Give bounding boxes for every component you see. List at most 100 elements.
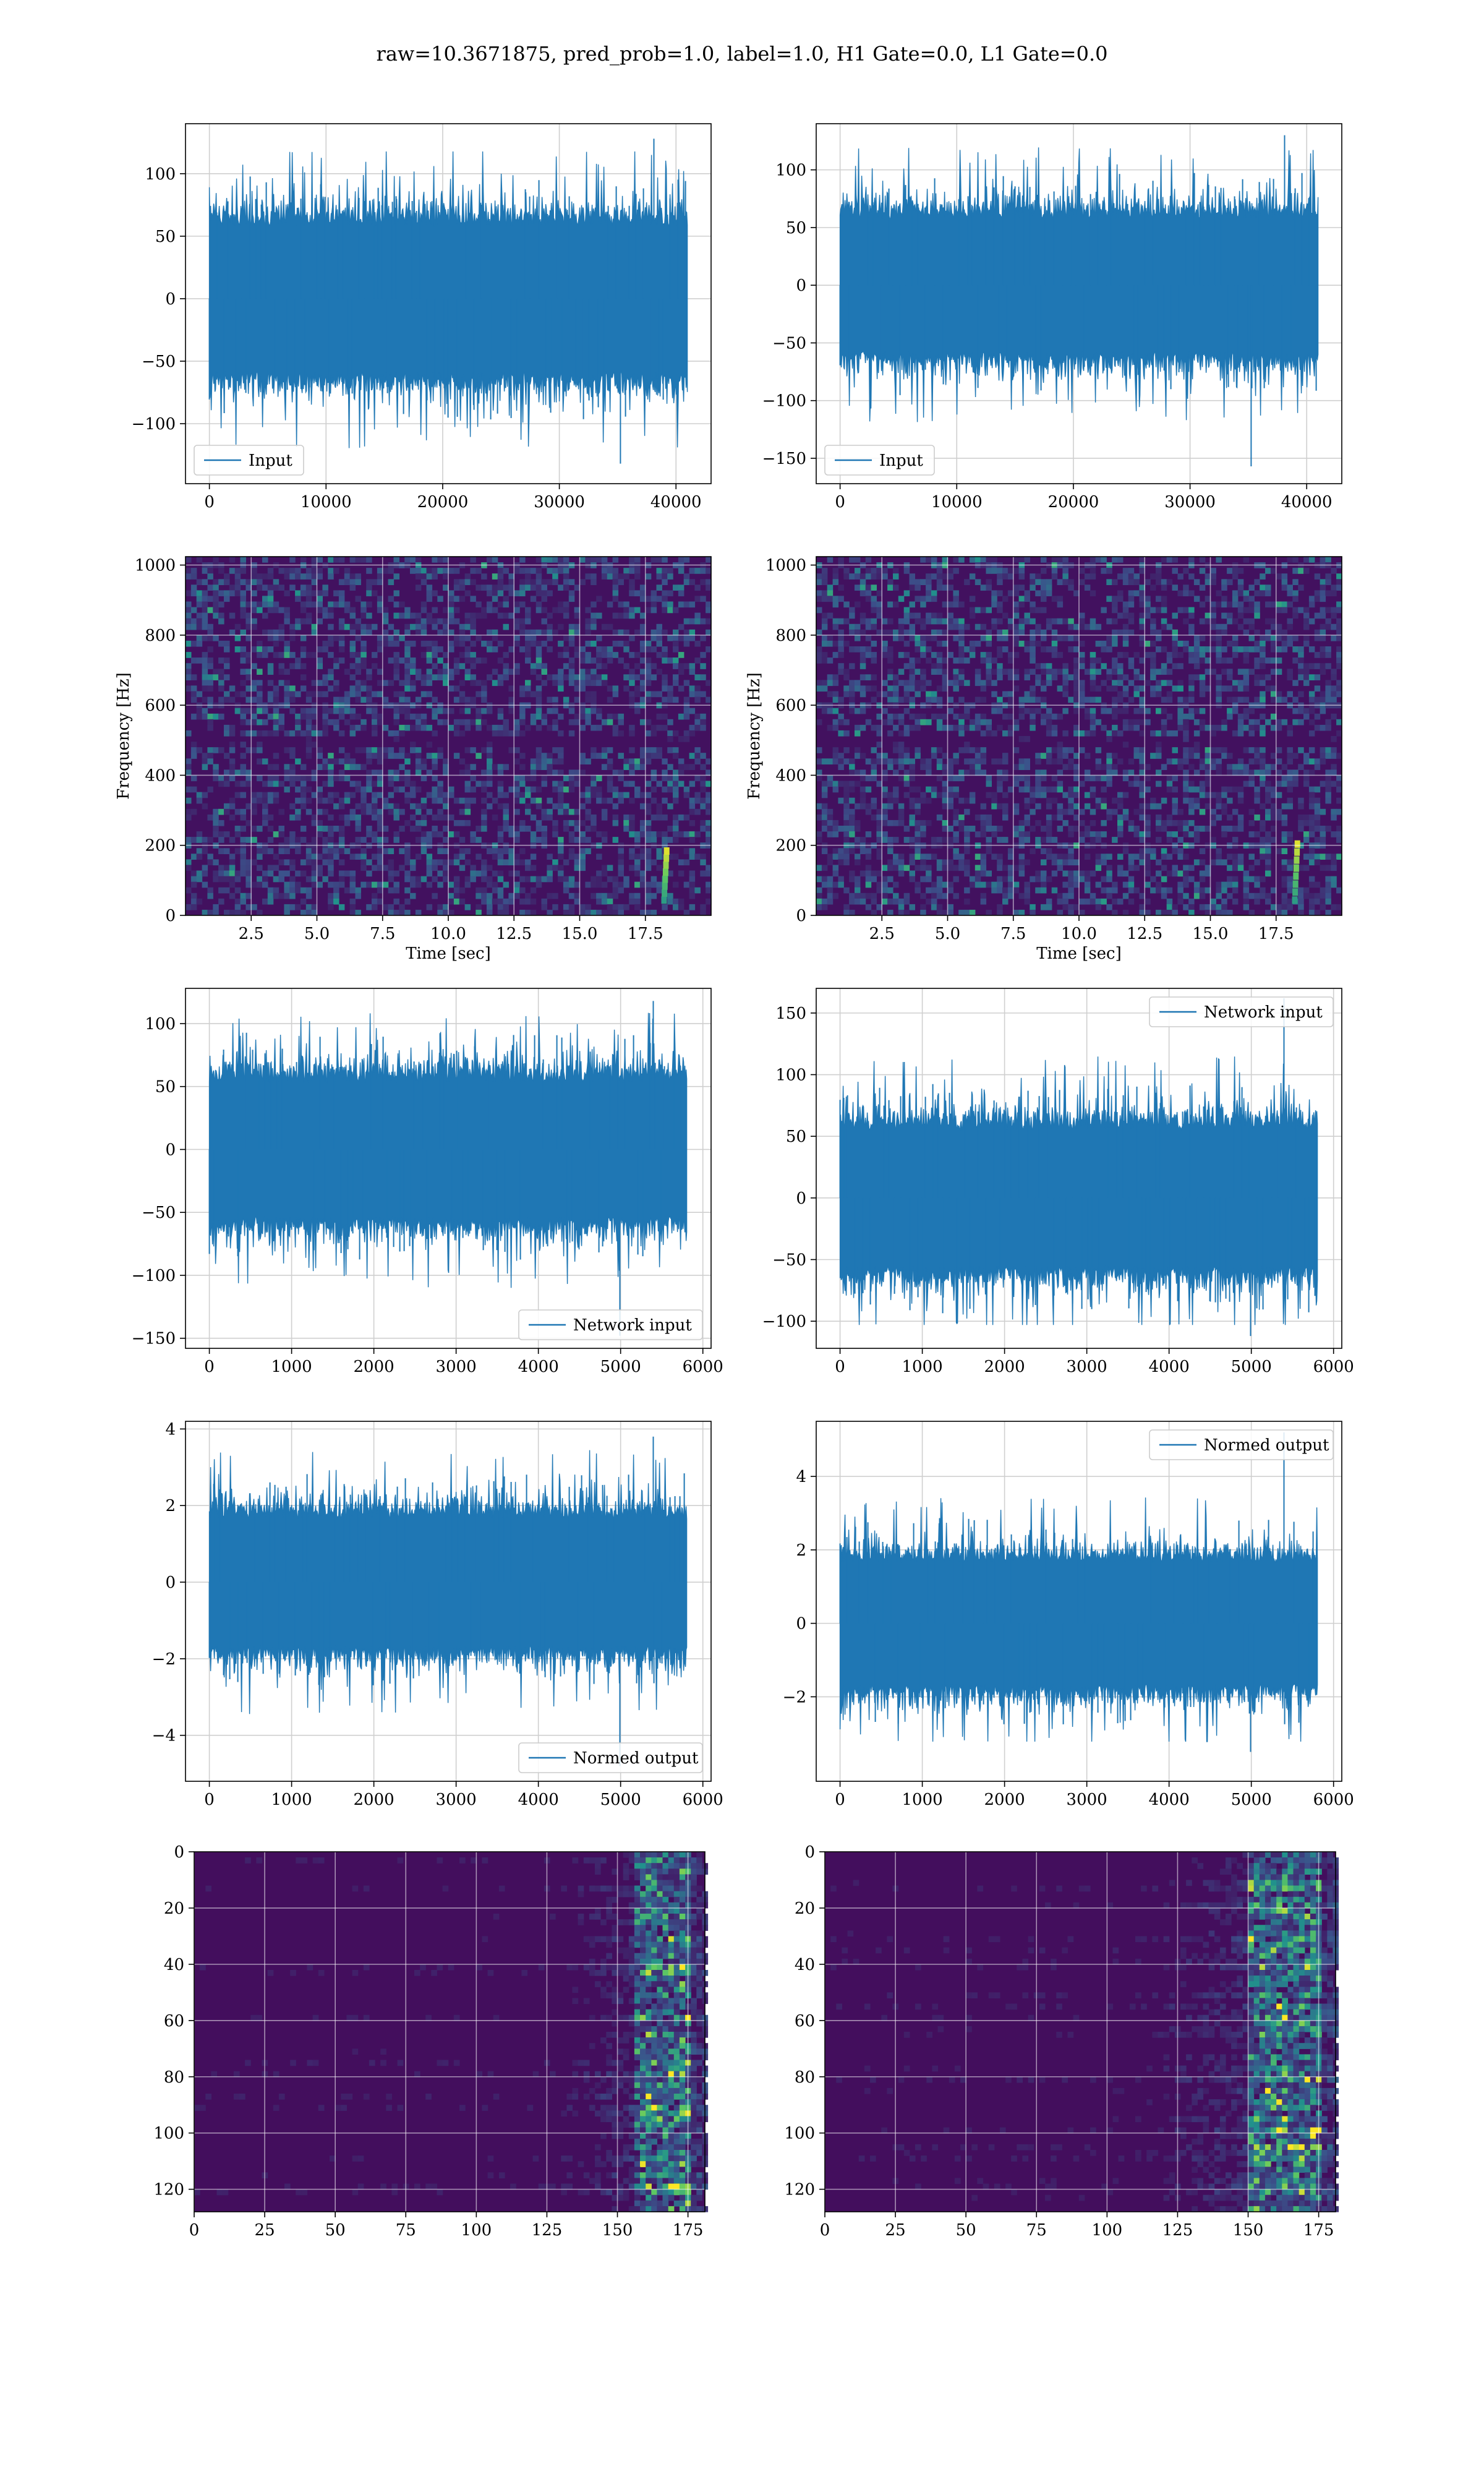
x-tick-label: 5000 [1231,1358,1272,1376]
y-tick-label: 0 [174,1843,184,1862]
x-tick-label: 10.0 [430,925,466,943]
x-tick-label: 1000 [271,1791,312,1809]
y-axis-label: Frequency [Hz] [114,672,133,800]
x-tick-label: 4000 [1149,1358,1190,1376]
axes-frame [185,556,712,916]
y-tick-label: 20 [164,1899,184,1918]
y-tick-label: 400 [775,766,806,785]
legend-box [518,1742,703,1773]
axes-frame [185,1421,712,1782]
x-tick-label: 17.5 [628,925,663,943]
legend-box [1149,996,1334,1027]
x-tick-label: 2000 [984,1791,1025,1809]
y-tick-label: 800 [775,627,806,645]
x-tick-label: 0 [204,1358,215,1376]
x-tick-label: 175 [673,2221,704,2240]
x-tick-label: 30000 [534,493,585,511]
x-tick-label: 10000 [301,493,352,511]
x-tick-label: 20000 [417,493,469,511]
x-tick-label: 125 [532,2221,563,2240]
legend-label: Network input [1204,1003,1323,1022]
axes-frame [194,1851,706,2212]
y-tick-label: 1000 [135,557,176,575]
x-tick-label: 3000 [436,1358,477,1376]
y-axis-label: Frequency [Hz] [745,672,764,800]
x-tick-label: 0 [189,2221,200,2240]
legend: Input [824,445,935,476]
x-tick-label: 25 [885,2221,906,2240]
y-tick-label: 2 [165,1497,176,1515]
y-tick-label: 600 [145,696,176,715]
y-tick-label: 100 [775,1066,806,1085]
x-axis-label: Time [sec] [1036,944,1122,963]
x-tick-label: 0 [204,493,215,511]
y-tick-label: 4 [165,1420,176,1439]
x-tick-label: 3000 [1067,1791,1107,1809]
x-tick-label: 5.0 [304,925,330,943]
y-tick-label: 50 [786,219,806,238]
y-tick-label: −150 [762,450,806,468]
y-tick-label: −2 [152,1650,176,1669]
y-tick-label: 40 [164,1956,184,1974]
y-tick-label: 60 [164,2012,184,2031]
x-tick-label: 2.5 [869,925,895,943]
x-tick-label: 0 [835,493,845,511]
x-tick-label: 12.5 [1127,925,1162,943]
legend-box [194,445,304,476]
chirp-track [1292,888,1298,896]
x-tick-label: 2000 [354,1358,394,1376]
heatmap-cells [825,1852,1339,2212]
axes-frame [824,1851,1336,2212]
y-tick-label: 200 [775,837,806,855]
x-tick-label: 1000 [902,1791,943,1809]
x-tick-label: 2000 [984,1358,1025,1376]
y-tick-label: 4 [796,1468,806,1486]
x-tick-label: 6000 [1313,1358,1354,1376]
y-tick-label: −100 [762,1312,806,1331]
y-tick-label: 60 [795,2012,815,2031]
series-spikes [839,1432,1314,1752]
x-tick-label: 150 [1233,2221,1264,2240]
x-tick-label: 25 [255,2221,275,2240]
legend: Input [194,445,304,476]
y-tick-label: 50 [155,228,176,246]
legend-label: Input [879,452,923,470]
chirp-track [662,882,668,890]
legend-box [518,1309,703,1340]
y-tick-label: 0 [796,1615,806,1633]
y-tick-label: −100 [132,1267,176,1285]
y-tick-label: 50 [155,1078,176,1097]
y-tick-label: −100 [762,392,806,411]
legend-box [1149,1429,1334,1460]
chirp-track [662,868,668,876]
heatmap-cells [194,1852,709,2212]
y-tick-label: −100 [132,415,176,434]
y-tick-label: −50 [772,1251,806,1269]
series-spikes [208,1001,687,1336]
chirp-track [1293,864,1299,872]
legend: Network input [518,1309,703,1340]
panel-normed-output-l1: 0 1000 2000 3000 4000 5000 6000 −2 0 2 4 Normed out… [783,1421,1354,1809]
y-tick-label: 0 [165,290,176,309]
y-tick-label: −4 [152,1727,176,1745]
x-tick-label: 6000 [683,1791,723,1809]
x-tick-label: 17.5 [1258,925,1294,943]
chirp-track [661,896,667,904]
x-tick-label: 40000 [1281,493,1333,511]
y-tick-label: 40 [795,1956,815,1974]
axes-frame [816,988,1342,1349]
axes-frame [816,556,1342,916]
y-tick-label: −2 [783,1688,806,1706]
x-tick-label: 1000 [271,1358,312,1376]
y-tick-label: 50 [786,1128,806,1146]
legend-label: Input [249,452,292,470]
x-tick-label: 150 [602,2221,633,2240]
chirp-track [663,854,670,862]
x-tick-label: 5000 [600,1358,641,1376]
x-tick-label: 50 [325,2221,346,2240]
chirp-track [663,861,669,869]
x-tick-label: 100 [1092,2221,1123,2240]
panel-feature-map-h1: 0 25 50 75 100 125 150 175 0 20 40 60 80 100 120 [153,1843,709,2240]
y-tick-label: 100 [775,161,806,180]
